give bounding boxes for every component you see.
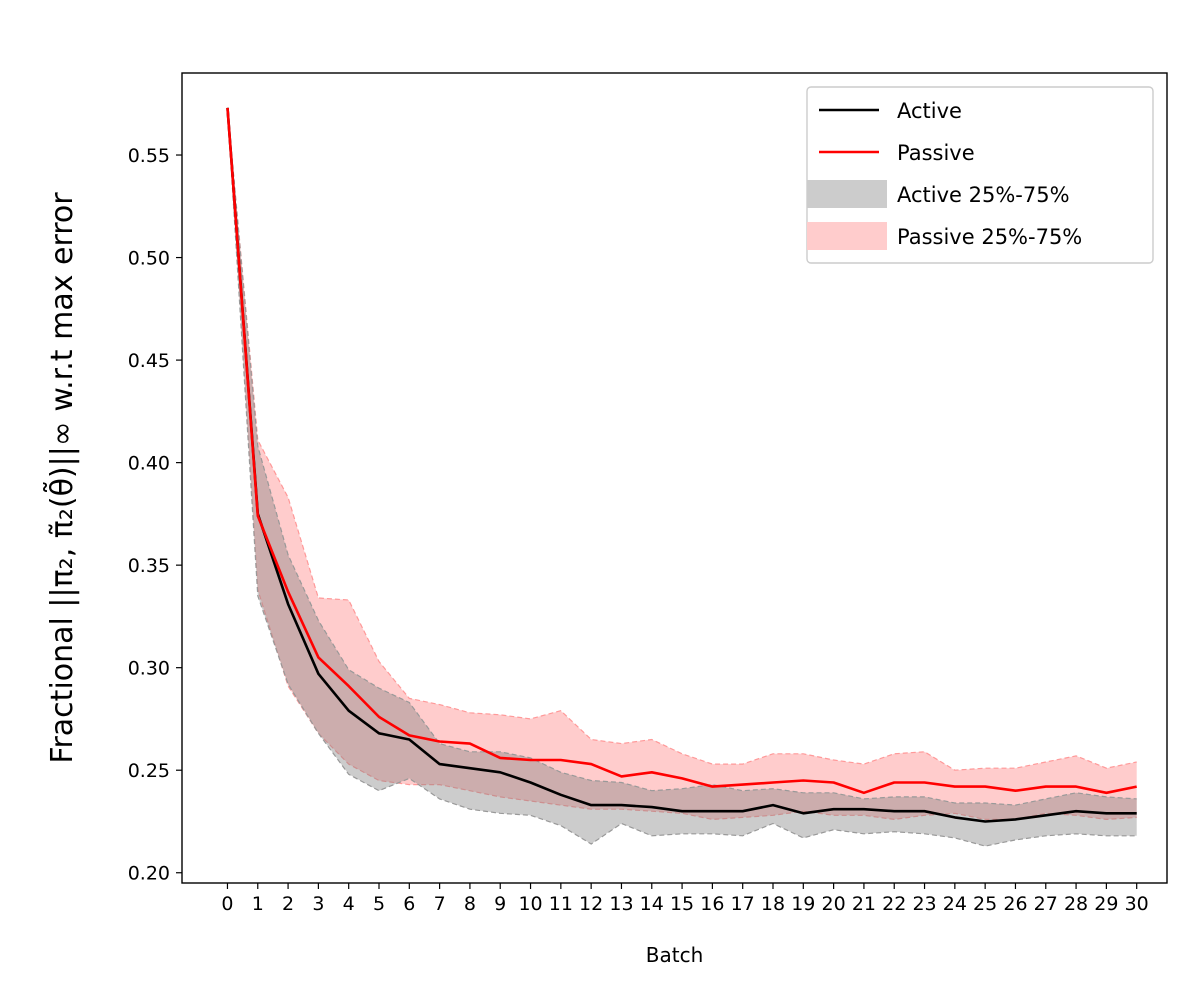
band-active-25-75--upper-edge [226, 107, 1137, 806]
x-tick-label: 17 [731, 893, 755, 915]
x-tick-label: 14 [640, 893, 664, 915]
y-tick-label: 0.25 [128, 760, 170, 782]
x-tick-label: 3 [312, 893, 324, 915]
x-axis-label: Batch [646, 943, 704, 967]
x-tick-label: 0 [221, 893, 233, 915]
x-tick-label: 23 [912, 893, 936, 915]
series-line-active [226, 107, 1137, 823]
x-tick-label: 24 [943, 893, 967, 915]
legend-label-active-25-75-: Active 25%-75% [897, 183, 1070, 207]
confidence-bands [226, 107, 1137, 847]
x-tick-label: 30 [1125, 893, 1149, 915]
x-tick-label: 7 [434, 893, 446, 915]
x-tick-label: 12 [579, 893, 603, 915]
x-tick-label: 20 [822, 893, 846, 915]
x-tick-label: 19 [791, 893, 815, 915]
y-axis: 0.20 0.25 0.30 0.35 0.40 0.45 0.50 0.55 [128, 145, 182, 885]
legend-swatch-passive-25-75- [807, 222, 887, 250]
x-tick-label: 26 [1003, 893, 1027, 915]
x-tick-label: 29 [1094, 893, 1118, 915]
legend-label-passive-25-75-: Passive 25%-75% [897, 225, 1082, 249]
series-lines [226, 107, 1137, 823]
x-axis: 0 1 2 3 4 5 6 7 8 9 10 11 12 13 14 15 16 17 18 19 20 21 22 23 24… [221, 883, 1149, 915]
y-tick-label: 0.45 [128, 350, 170, 372]
legend-label-active: Active [897, 99, 962, 123]
y-axis-label: Fractional ||π₂, π̃₂(θ̃)||∞ w.r.t max er… [44, 192, 80, 764]
y-tick-label: 0.40 [128, 453, 170, 475]
legend-label-passive: Passive [897, 141, 975, 165]
x-tick-label: 21 [852, 893, 876, 915]
series-line-passive [226, 107, 1137, 795]
x-tick-label: 25 [973, 893, 997, 915]
x-tick-label: 8 [464, 893, 476, 915]
x-tick-label: 16 [700, 893, 724, 915]
x-tick-label: 1 [252, 893, 264, 915]
x-tick-label: 11 [549, 893, 573, 915]
legend-swatch-active-25-75- [807, 180, 887, 208]
band-passive-25-75--lower-edge [226, 107, 1137, 821]
x-tick-label: 22 [882, 893, 906, 915]
x-tick-label: 18 [761, 893, 785, 915]
x-tick-label: 9 [494, 893, 506, 915]
x-tick-label: 13 [609, 893, 633, 915]
x-tick-label: 28 [1064, 893, 1088, 915]
y-tick-label: 0.20 [128, 863, 170, 885]
x-tick-label: 15 [670, 893, 694, 915]
y-tick-label: 0.30 [128, 658, 170, 680]
legend-box [806, 86, 1154, 264]
x-tick-label: 27 [1034, 893, 1058, 915]
x-tick-label: 10 [518, 893, 542, 915]
x-tick-label: 6 [403, 893, 415, 915]
band-passive-25-75--upper-edge [226, 107, 1137, 771]
y-tick-label: 0.35 [128, 555, 170, 577]
y-tick-label: 0.55 [128, 145, 170, 167]
x-tick-label: 4 [343, 893, 355, 915]
legend: Active Passive Active 25%-75% Passive 25%-7… [806, 86, 1154, 264]
plot-frame [181, 72, 1168, 884]
y-tick-label: 0.50 [128, 248, 170, 270]
x-tick-label: 5 [373, 893, 385, 915]
x-tick-label: 2 [282, 893, 294, 915]
